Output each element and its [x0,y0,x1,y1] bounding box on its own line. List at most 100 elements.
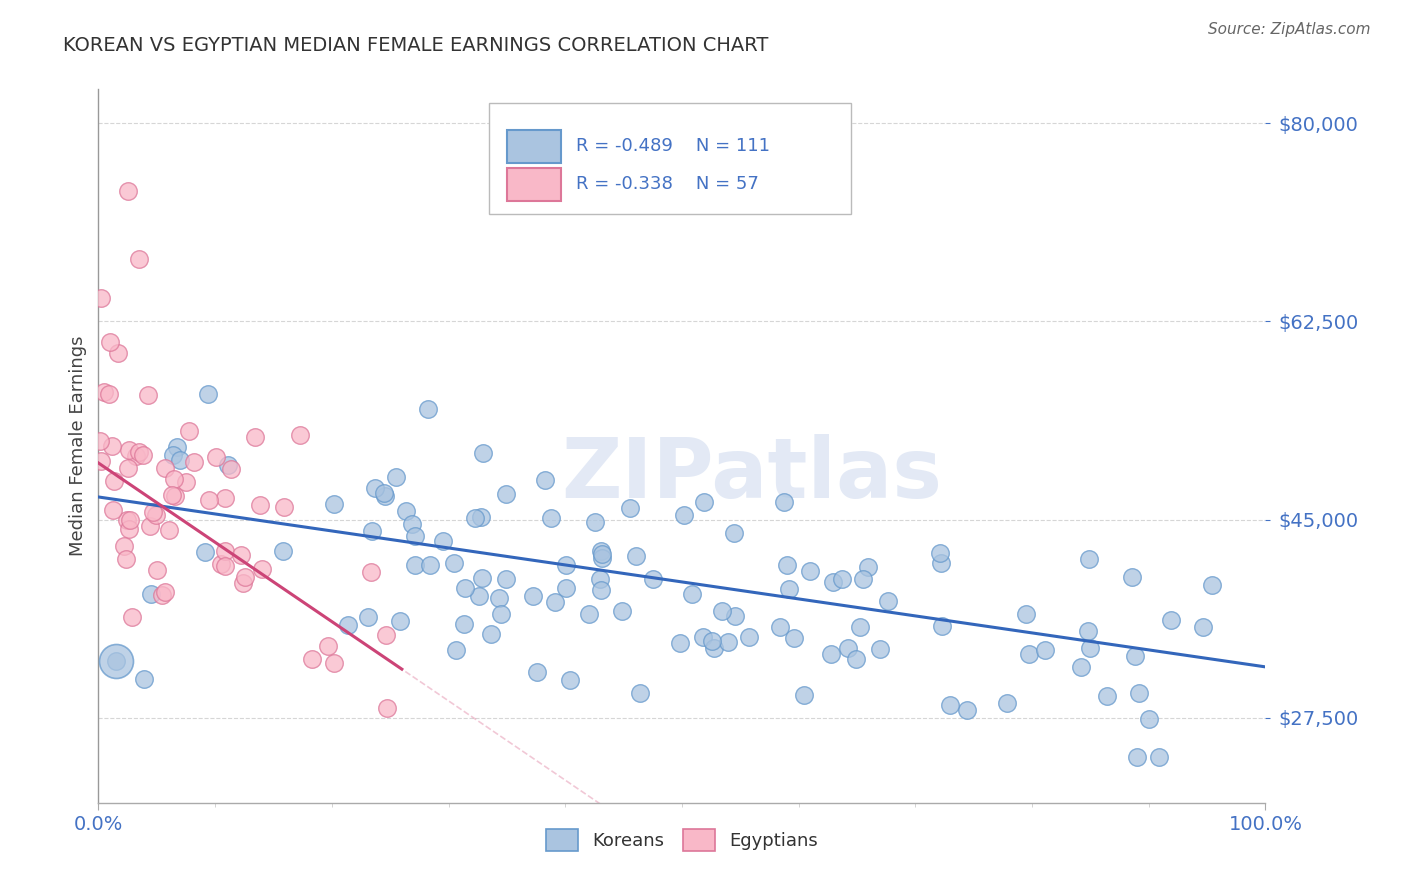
Point [117,512,139,526]
Point [114,552,136,566]
Point [583,515,606,529]
Point [738,630,761,644]
Point [681,586,703,600]
Point [117,184,139,198]
Point [1033,642,1056,657]
Point [301,652,323,666]
Point [955,702,977,716]
Point [97,387,120,401]
Point [153,584,176,599]
Point [1015,607,1038,621]
Point [454,581,477,595]
Point [93,384,115,399]
Point [799,564,821,578]
FancyBboxPatch shape [508,130,561,162]
Point [373,486,395,500]
Point [214,544,236,558]
FancyBboxPatch shape [508,168,561,201]
Point [323,497,346,511]
Point [472,446,495,460]
Point [489,607,512,622]
Point [107,346,129,360]
Point [160,488,183,502]
Point [163,472,186,486]
Point [1078,641,1101,656]
Point [271,543,294,558]
Point [591,543,613,558]
Point [401,517,423,532]
Point [831,572,853,586]
Point [628,686,651,700]
Point [141,586,163,600]
Point [1128,686,1150,700]
Point [204,450,226,464]
Point [197,492,219,507]
Point [112,539,135,553]
Text: R = -0.338    N = 57: R = -0.338 N = 57 [575,175,759,193]
Point [416,402,439,417]
Point [793,688,815,702]
Point [249,498,271,512]
Point [619,500,641,515]
Point [624,549,647,563]
Point [157,524,180,538]
Point [138,519,160,533]
Point [104,654,127,668]
Y-axis label: Median Female Earnings: Median Female Earnings [69,335,87,557]
Point [821,575,844,590]
Point [233,569,256,583]
Point [522,589,544,603]
Point [856,559,879,574]
Point [495,573,517,587]
Point [1121,569,1143,583]
Point [468,589,491,603]
Point [710,604,733,618]
Point [540,510,562,524]
Point [589,572,612,586]
Point [100,439,122,453]
Point [1147,750,1170,764]
Point [89,434,111,448]
Point [1126,750,1149,764]
Point [384,469,406,483]
Point [214,559,236,574]
Point [388,614,411,628]
Point [488,591,510,605]
Point [444,643,467,657]
Point [166,440,188,454]
Point [1160,613,1182,627]
Point [273,500,295,515]
Point [669,636,692,650]
Point [364,481,387,495]
Point [90,453,112,467]
Point [1077,552,1099,566]
Point [692,630,714,644]
Point [183,455,205,469]
Point [243,430,266,444]
Point [404,558,426,572]
Point [783,632,806,646]
Point [693,495,716,509]
Point [128,444,150,458]
Point [229,549,252,563]
Point [560,673,582,688]
Point [169,453,191,467]
Point [98,334,121,349]
Point [852,572,875,586]
Point [90,291,112,305]
Point [125,449,148,463]
Point [931,619,953,633]
Point [591,551,613,566]
Point [554,558,576,572]
Point [929,556,952,570]
Point [555,581,578,595]
Point [610,604,633,618]
Point [150,589,173,603]
Point [323,656,346,670]
Point [876,594,898,608]
Point [673,508,696,523]
Point [120,513,142,527]
Point [432,534,454,549]
Point [132,673,155,687]
Point [163,489,186,503]
